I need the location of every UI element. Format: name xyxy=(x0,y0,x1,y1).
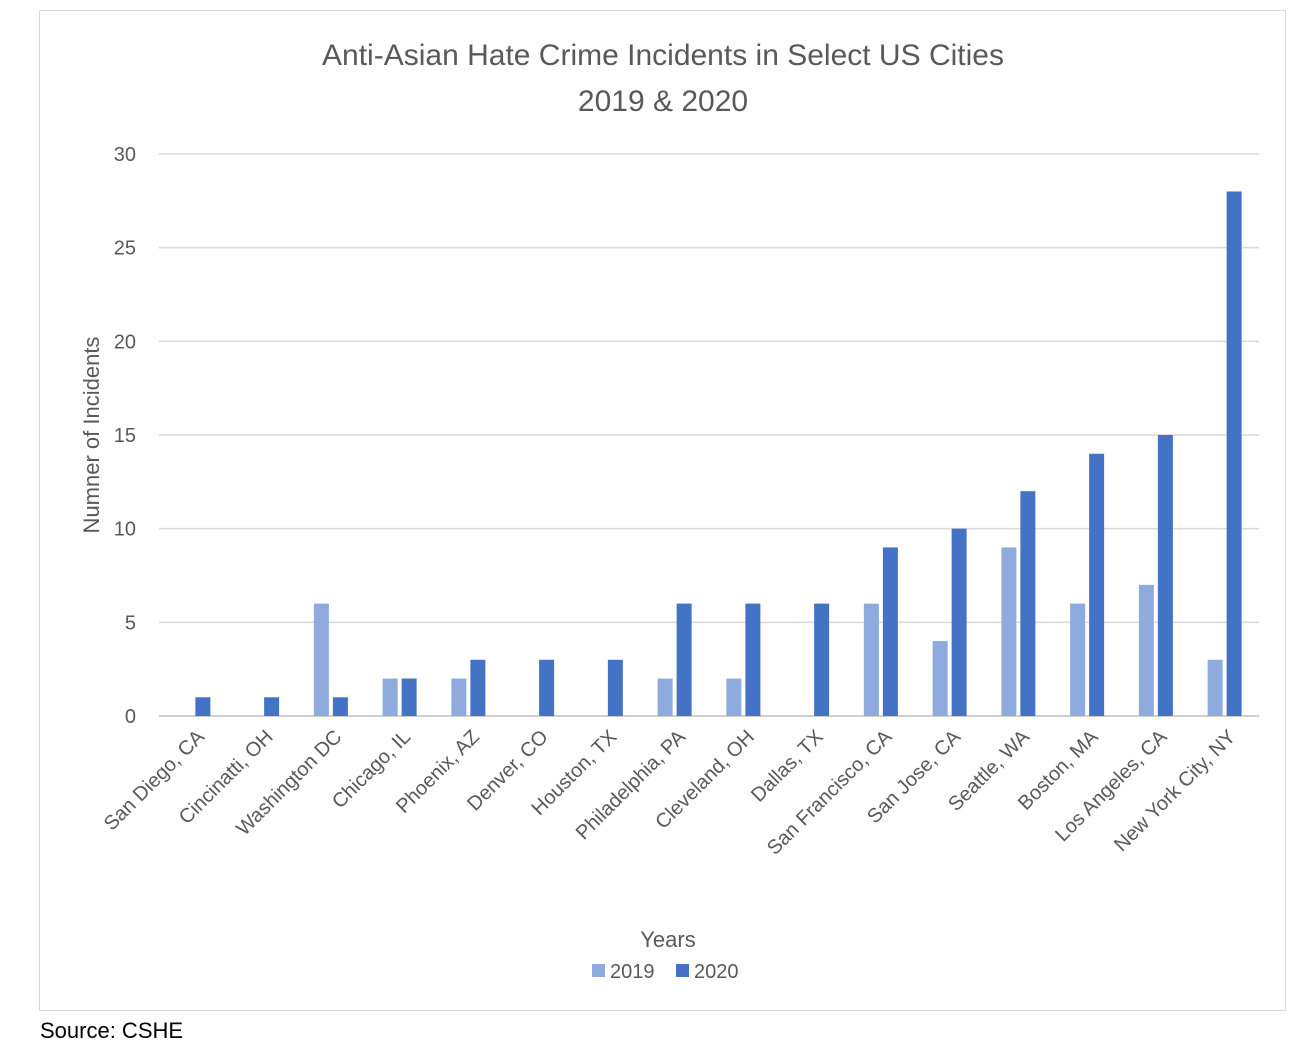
bar-2020 xyxy=(814,603,830,716)
y-tick-label: 10 xyxy=(114,519,136,541)
x-tick-label: New York City, NY xyxy=(1110,726,1240,856)
bar-2019 xyxy=(932,641,948,716)
bar-2019 xyxy=(451,678,467,716)
bar-2020 xyxy=(676,603,692,716)
bar-2020 xyxy=(264,697,280,716)
x-axis-label: Years xyxy=(640,927,695,952)
y-tick-label: 15 xyxy=(114,425,136,447)
bar-2019 xyxy=(1001,547,1017,716)
bar-2019 xyxy=(726,678,742,716)
legend-label-2019: 2019 xyxy=(610,961,655,983)
bar-2019 xyxy=(313,603,329,716)
bar-2020 xyxy=(1089,453,1105,716)
bar-2019 xyxy=(1070,603,1086,716)
bar-2019 xyxy=(657,678,673,716)
y-tick-label: 5 xyxy=(125,612,136,634)
legend-swatch-2020 xyxy=(676,964,689,977)
legend: 2019 2020 xyxy=(592,961,739,983)
y-tick-label: 30 xyxy=(114,144,136,166)
bar-2020 xyxy=(539,659,555,716)
legend-label-2020: 2020 xyxy=(694,961,739,983)
bars xyxy=(195,191,1242,716)
y-tick-label: 0 xyxy=(125,706,136,728)
bar-2020 xyxy=(1226,191,1242,716)
bar-2019 xyxy=(1138,584,1154,716)
chart-frame xyxy=(39,10,1286,1011)
y-tick-label: 20 xyxy=(114,331,136,353)
bar-2019 xyxy=(1207,659,1223,716)
bar-2020 xyxy=(882,547,898,716)
source-note: Source: CSHE xyxy=(40,1018,184,1043)
y-axis-ticks: 0 5 10 15 20 25 30 xyxy=(114,144,136,728)
x-tick-label: San Francisco, CA xyxy=(763,726,897,860)
chart-title: Anti-Asian Hate Crime Incidents in Selec… xyxy=(322,39,1004,72)
bar-2020 xyxy=(951,528,967,716)
bar-2020 xyxy=(745,603,761,716)
bar-2020 xyxy=(1020,491,1036,716)
bar-2020 xyxy=(1157,435,1173,716)
bar-2020 xyxy=(401,678,417,716)
bar-2020 xyxy=(470,659,486,716)
bar-2020 xyxy=(607,659,623,716)
legend-swatch-2019 xyxy=(592,964,605,977)
bar-2019 xyxy=(382,678,398,716)
bar-2020 xyxy=(195,697,211,716)
y-axis-label: Numner of Incidents xyxy=(79,337,104,534)
chart-subtitle: 2019 & 2020 xyxy=(578,85,748,118)
y-tick-label: 25 xyxy=(114,238,136,260)
bar-2020 xyxy=(332,697,348,716)
bar-2019 xyxy=(863,603,879,716)
